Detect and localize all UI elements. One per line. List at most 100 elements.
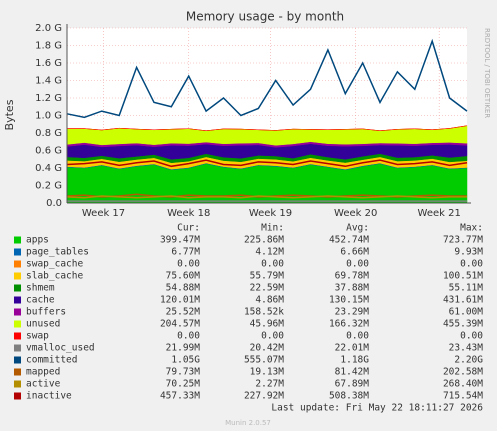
legend-swatch: [14, 392, 21, 400]
legend-swatch: [14, 356, 21, 364]
y-tick-label: 1.2 G: [35, 93, 62, 104]
column-header: Avg:: [346, 223, 369, 234]
legend-value: 166.32M: [329, 319, 369, 330]
legend-value: 2.27M: [255, 379, 284, 390]
legend-swatch: [14, 272, 21, 280]
last-update: Last update: Fri May 22 18:11:27 2026: [271, 403, 483, 414]
legend-value: 399.47M: [160, 235, 200, 246]
y-tick-label: 2.0 G: [35, 23, 62, 34]
legend-swatch: [14, 380, 21, 388]
legend-swatch: [14, 236, 21, 244]
legend-value: 0.00: [346, 259, 369, 270]
legend-value: 2.20G: [454, 355, 483, 366]
legend-value: 22.59M: [250, 283, 285, 294]
y-tick-label: 1.8 G: [35, 41, 62, 52]
legend-value: 455.39M: [443, 319, 483, 330]
legend-value: 268.40M: [443, 379, 483, 390]
x-tick-label: Week 19: [249, 208, 292, 219]
legend-value: 61.00M: [449, 307, 484, 318]
legend-swatch: [14, 320, 21, 328]
legend-value: 225.86M: [244, 235, 284, 246]
legend-label: swap: [26, 331, 49, 342]
plot: [66, 27, 468, 204]
y-tick-label: 0.8 G: [35, 128, 62, 139]
y-tick-label: 1.6 G: [35, 58, 62, 69]
legend-value: 0.00: [261, 331, 284, 342]
legend-value: 25.52M: [166, 307, 201, 318]
legend-label: unused: [26, 319, 60, 330]
line: [66, 38, 468, 119]
x-tick-label: Week 20: [334, 208, 377, 219]
legend-label: active: [26, 379, 61, 390]
legend-value: 6.77M: [171, 247, 200, 258]
legend-value: 227.92M: [244, 391, 284, 402]
y-tick-label: 0.2 G: [35, 181, 62, 192]
legend-swatch: [14, 344, 21, 352]
legend-value: 22.01M: [335, 343, 370, 354]
area: [67, 125, 468, 131]
legend-value: 23.29M: [335, 307, 370, 318]
legend-value: 4.86M: [255, 295, 284, 306]
legend-label: committed: [26, 355, 77, 366]
legend-label: shmem: [26, 283, 55, 294]
legend-swatch: [14, 368, 21, 376]
column-header: Cur:: [177, 223, 200, 234]
legend-value: 0.00: [460, 331, 483, 342]
legend-value: 555.07M: [244, 355, 284, 366]
line: [66, 159, 468, 168]
legend-value: 431.61M: [443, 295, 483, 306]
y-axis-label: Bytes: [3, 99, 16, 130]
legend-value: 55.11M: [449, 283, 484, 294]
legend-swatch: [14, 308, 21, 316]
legend-value: 55.79M: [250, 271, 285, 282]
legend-value: 23.43M: [449, 343, 484, 354]
legend-label: inactive: [26, 391, 72, 402]
legend-value: 69.78M: [335, 271, 370, 282]
legend-value: 70.25M: [166, 379, 201, 390]
legend-label: mapped: [26, 367, 60, 378]
legend-label: apps: [26, 235, 49, 246]
legend-value: 1.05G: [171, 355, 200, 366]
legend-value: 9.93M: [454, 247, 483, 258]
legend-value: 79.73M: [166, 367, 201, 378]
legend-value: 100.51M: [443, 271, 483, 282]
legend-value: 20.42M: [250, 343, 285, 354]
legend-label: slab_cache: [26, 271, 83, 282]
x-tick-label: Week 18: [167, 208, 210, 219]
legend-value: 67.89M: [335, 379, 370, 390]
legend-swatch: [14, 248, 21, 256]
legend-value: 0.00: [346, 331, 369, 342]
legend-value: 45.96M: [250, 319, 285, 330]
legend-value: 120.01M: [160, 295, 200, 306]
legend-value: 723.77M: [443, 235, 483, 246]
legend-label: vmalloc_used: [26, 343, 95, 354]
x-tick-label: Week 17: [82, 208, 125, 219]
legend-value: 202.58M: [443, 367, 483, 378]
legend-value: 457.33M: [160, 391, 200, 402]
legend-value: 19.13M: [250, 367, 285, 378]
legend-label: cache: [26, 295, 55, 306]
y-tick-label: 1.4 G: [35, 76, 62, 87]
legend-value: 0.00: [460, 259, 483, 270]
column-header: Min:: [261, 223, 284, 234]
y-tick-label: 1.0 G: [35, 111, 62, 122]
column-header: Max:: [460, 223, 483, 234]
y-tick-label: 0.0: [46, 198, 62, 209]
legend-value: 508.38M: [329, 391, 369, 402]
legend-value: 715.54M: [443, 391, 483, 402]
footer: Munin 2.0.57: [225, 419, 271, 427]
legend-swatch: [14, 296, 21, 304]
legend-value: 130.15M: [329, 295, 369, 306]
legend-label: buffers: [26, 307, 66, 318]
legend-value: 0.00: [177, 259, 200, 270]
x-tick-label: Week 21: [418, 208, 461, 219]
line: [66, 195, 467, 199]
legend-value: 81.42M: [335, 367, 370, 378]
legend-value: 0.00: [261, 259, 284, 270]
y-tick-label: 0.6 G: [35, 146, 62, 157]
legend-value: 4.12M: [255, 247, 284, 258]
legend-value: 158.52k: [244, 307, 284, 318]
side-label: RRDTOOL / TOBI OETIKER: [483, 28, 491, 118]
legend-value: 37.88M: [335, 283, 370, 294]
